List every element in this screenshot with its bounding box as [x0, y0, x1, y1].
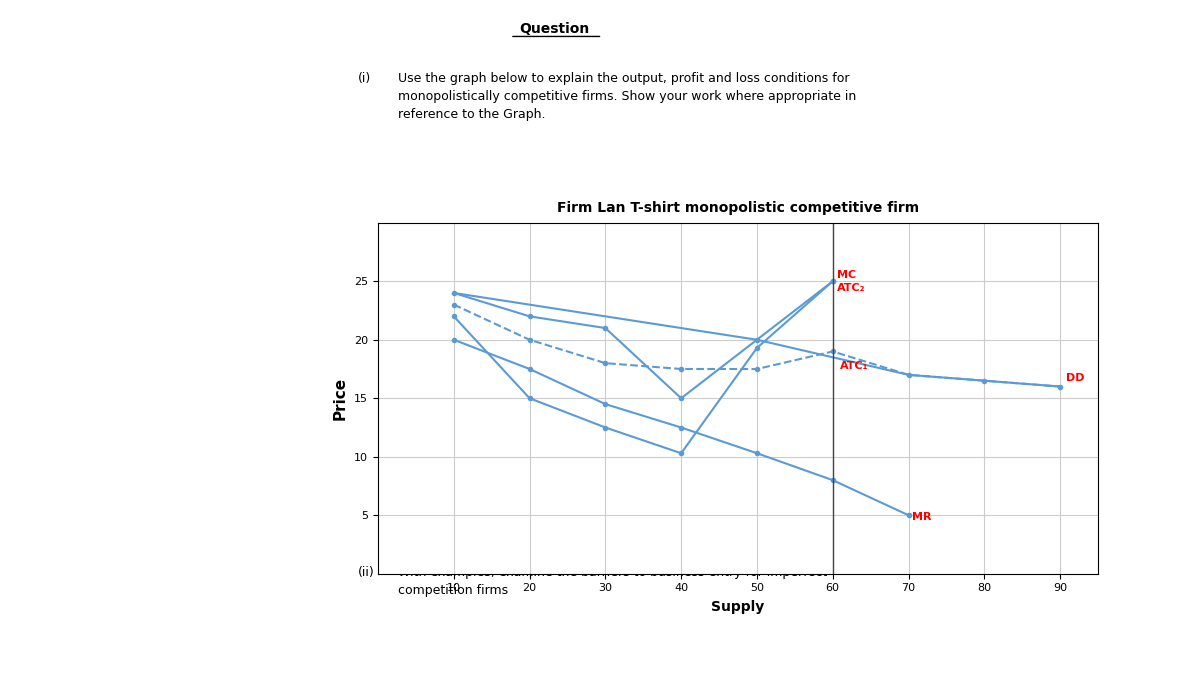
Text: MC: MC: [836, 270, 856, 279]
Text: Use the graph below to explain the output, profit and loss conditions for
monopo: Use the graph below to explain the outpu…: [398, 72, 857, 121]
Text: MR: MR: [912, 512, 932, 522]
Text: With examples, examine the barriers to business entry for imperfect
competition : With examples, examine the barriers to b…: [398, 566, 828, 597]
Y-axis label: Price: Price: [332, 377, 347, 420]
Text: Question: Question: [520, 22, 589, 36]
Text: ATC₂: ATC₂: [836, 283, 865, 292]
Text: DD: DD: [1066, 373, 1085, 383]
Text: ATC₁: ATC₁: [840, 361, 869, 371]
Title: Firm Lan T-shirt monopolistic competitive firm: Firm Lan T-shirt monopolistic competitiv…: [557, 200, 919, 215]
Text: (ii): (ii): [358, 566, 374, 578]
Text: (i): (i): [358, 72, 371, 85]
X-axis label: Supply: Supply: [712, 601, 764, 614]
